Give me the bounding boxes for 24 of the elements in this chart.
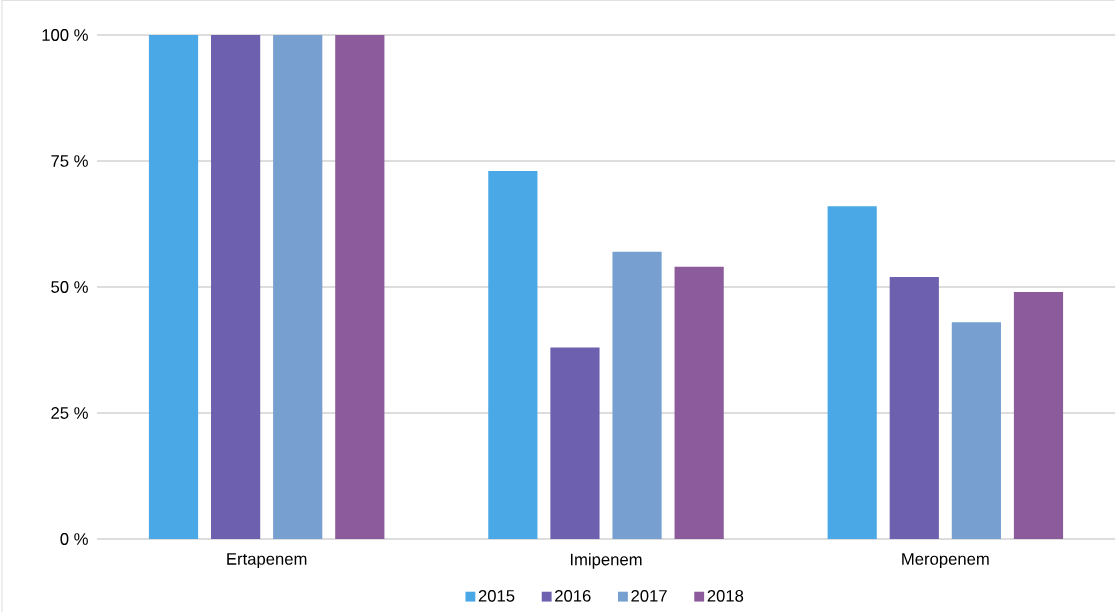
y-tick-label: 100 % <box>42 29 88 41</box>
y-tick-label: 50 % <box>51 281 88 293</box>
bar <box>335 35 385 539</box>
legend-label: 2018 <box>707 589 744 602</box>
x-tick-label: Ertapenem <box>227 553 307 569</box>
bar <box>889 276 939 539</box>
bar <box>273 35 323 539</box>
bar <box>211 35 261 539</box>
bar <box>488 171 538 539</box>
y-tick-label: 0 % <box>60 533 88 545</box>
x-tick-label: Imipenem <box>570 553 642 569</box>
y-tick-label: 75 % <box>51 155 88 167</box>
legend-label: 2017 <box>631 589 667 602</box>
x-tick-label: Meropenem <box>902 553 989 569</box>
bar <box>550 347 600 539</box>
bar <box>1013 292 1064 539</box>
bar <box>827 206 877 539</box>
bar <box>951 322 1001 539</box>
bar <box>148 35 199 539</box>
bar <box>674 266 724 539</box>
legend-label: 2016 <box>555 589 591 602</box>
y-tick-label: 25 % <box>51 407 88 419</box>
bar <box>612 251 662 539</box>
legend-label: 2015 <box>478 589 515 602</box>
